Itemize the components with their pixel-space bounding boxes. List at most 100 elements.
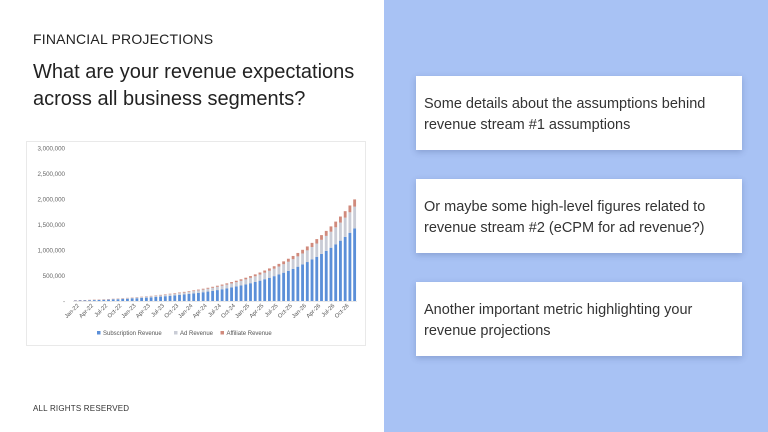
bar-ad-revenue — [239, 280, 243, 286]
bar-subscription-revenue — [182, 294, 186, 301]
footer-rights: ALL RIGHTS RESERVED — [33, 404, 130, 413]
bar-affiliate-revenue — [211, 286, 215, 288]
info-card-2-text: Or maybe some high-level figures related… — [424, 199, 706, 236]
bar-ad-revenue — [258, 274, 262, 281]
bar-affiliate-revenue — [301, 249, 304, 254]
y-tick-label: 2,500,000 — [37, 171, 65, 178]
bar-subscription-revenue — [159, 296, 162, 301]
bar-affiliate-revenue — [263, 270, 267, 273]
bar-subscription-revenue — [225, 288, 229, 301]
bar-ad-revenue — [182, 292, 186, 295]
bar-subscription-revenue — [154, 296, 158, 301]
bar-subscription-revenue — [329, 247, 333, 301]
bar-affiliate-revenue — [268, 268, 271, 271]
bar-affiliate-revenue — [310, 242, 314, 248]
bar-ad-revenue — [154, 295, 158, 297]
bar-ad-revenue — [310, 247, 314, 260]
bar-subscription-revenue — [315, 256, 319, 301]
bar-ad-revenue — [301, 253, 304, 265]
bar-subscription-revenue — [97, 299, 101, 301]
bar-ad-revenue — [348, 212, 352, 233]
bar-subscription-revenue — [324, 250, 328, 301]
bar-affiliate-revenue — [173, 293, 177, 294]
bar-ad-revenue — [116, 298, 120, 300]
x-tick-label: Jan-25 — [234, 303, 251, 320]
y-tick-label: 3,000,000 — [37, 146, 65, 153]
x-tick-label: Jan-22 — [64, 303, 81, 320]
bar-ad-revenue — [244, 279, 248, 285]
legend-label: Ad Revenue — [180, 331, 214, 337]
y-tick-label: 2,000,000 — [37, 197, 65, 204]
bar-ad-revenue — [149, 296, 153, 298]
x-tick-label: Apr-26 — [306, 303, 323, 320]
bar-subscription-revenue — [239, 285, 243, 301]
bar-ad-revenue — [291, 259, 295, 269]
bar-ad-revenue — [305, 250, 309, 263]
x-tick-label: Jan-23 — [121, 303, 138, 320]
y-tick-label: 500,000 — [43, 273, 66, 280]
bar-subscription-revenue — [173, 295, 177, 301]
bar-affiliate-revenue — [291, 255, 295, 260]
bar-ad-revenue — [135, 297, 139, 299]
x-tick-label: Apr-22 — [78, 303, 95, 320]
bar-ad-revenue — [268, 270, 271, 278]
bar-subscription-revenue — [296, 266, 300, 301]
bar-ad-revenue — [163, 294, 167, 297]
bar-ad-revenue — [286, 261, 290, 271]
bar-ad-revenue — [140, 297, 144, 298]
y-tick-label: 1,500,000 — [37, 222, 65, 229]
bar-affiliate-revenue — [329, 226, 333, 232]
bar-affiliate-revenue — [253, 274, 257, 277]
legend-swatch — [220, 331, 224, 335]
bar-ad-revenue — [178, 293, 181, 295]
bar-affiliate-revenue — [178, 292, 181, 294]
bar-ad-revenue — [234, 282, 238, 287]
bar-subscription-revenue — [201, 292, 205, 301]
bar-subscription-revenue — [301, 264, 304, 301]
x-tick-label: Apr-24 — [192, 303, 209, 320]
bar-ad-revenue — [324, 235, 328, 251]
bar-subscription-revenue — [192, 293, 196, 301]
bar-affiliate-revenue — [201, 288, 205, 290]
bar-affiliate-revenue — [343, 211, 347, 218]
bar-affiliate-revenue — [206, 287, 210, 289]
bar-affiliate-revenue — [282, 261, 286, 265]
x-tick-label: Oct-23 — [164, 303, 181, 320]
bar-affiliate-revenue — [305, 246, 309, 251]
revenue-chart: 3,000,000 2,500,000 2,000,000 1,500,000 1,00… — [26, 141, 366, 346]
x-tick-label: Oct-26 — [334, 303, 351, 320]
x-tick-label: Oct-25 — [277, 303, 294, 320]
bar-ad-revenue — [329, 231, 333, 248]
bar-ad-revenue — [343, 217, 347, 237]
bar-ad-revenue — [315, 243, 319, 257]
info-card-1: Some details about the assumptions behin… — [416, 76, 742, 150]
bar-ad-revenue — [144, 296, 148, 298]
bar-affiliate-revenue — [334, 221, 338, 228]
bar-subscription-revenue — [230, 287, 233, 301]
bar-ad-revenue — [339, 222, 342, 241]
bar-ad-revenue — [126, 298, 129, 299]
bar-affiliate-revenue — [244, 277, 248, 280]
bar-subscription-revenue — [126, 298, 129, 301]
bar-subscription-revenue — [168, 295, 172, 301]
y-tick-label: - — [63, 299, 65, 306]
bar-affiliate-revenue — [324, 230, 328, 236]
bar-affiliate-revenue — [339, 216, 342, 223]
bar-affiliate-revenue — [220, 284, 224, 286]
bar-subscription-revenue — [116, 299, 120, 301]
bar-subscription-revenue — [197, 292, 200, 301]
bar-affiliate-revenue — [258, 272, 262, 275]
bar-ad-revenue — [272, 268, 276, 277]
bar-subscription-revenue — [310, 259, 314, 301]
bar-affiliate-revenue — [197, 289, 200, 291]
bar-subscription-revenue — [187, 293, 191, 301]
legend-label: Subscription Revenue — [103, 331, 162, 337]
bar-subscription-revenue — [73, 300, 77, 301]
bar-subscription-revenue — [343, 236, 347, 301]
bar-affiliate-revenue — [272, 266, 276, 269]
bar-ad-revenue — [334, 227, 338, 245]
revenue-chart-svg: 3,000,000 2,500,000 2,000,000 1,500,000 1,00… — [37, 146, 357, 337]
bar-subscription-revenue — [211, 290, 215, 301]
chart-legend: Subscription Revenue Ad Revenue Affiliate … — [97, 331, 272, 337]
